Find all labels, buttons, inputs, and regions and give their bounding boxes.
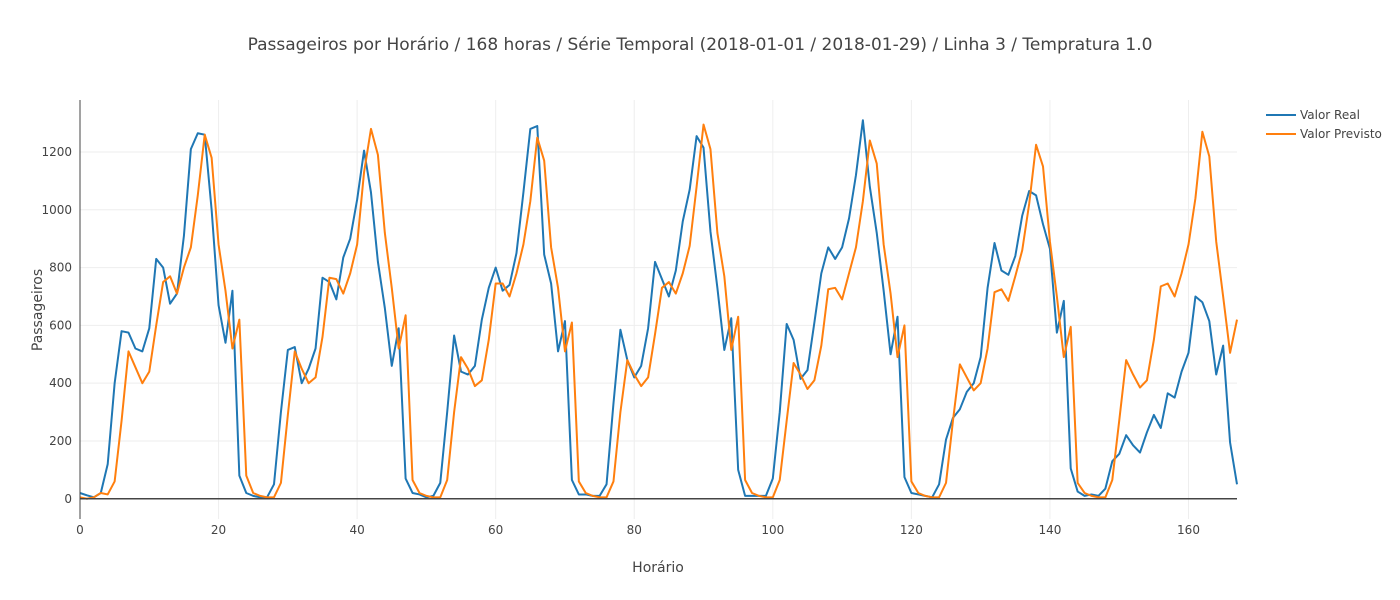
plot-area [79, 119, 1238, 500]
y-tick-label: 1200 [41, 145, 72, 159]
x-tick-label: 100 [761, 523, 784, 537]
x-tick-label: 120 [900, 523, 923, 537]
y-tick-label: 200 [49, 434, 72, 448]
y-tick-label: 0 [64, 492, 72, 506]
legend-label: Valor Previsto [1300, 127, 1382, 141]
x-tick-label: 40 [349, 523, 364, 537]
x-tick-label: 140 [1038, 523, 1061, 537]
series-line-valor-real [79, 119, 1238, 499]
axes: 0 20 40 60 80 100 120 140 160 0 200 400 600 800 1000 12… [41, 100, 1237, 537]
x-tick-label: 80 [627, 523, 642, 537]
y-tick-label: 800 [49, 261, 72, 275]
chart-title: Passageiros por Horário / 168 horas / Sé… [248, 35, 1153, 55]
grid [79, 100, 1237, 519]
y-tick-label: 600 [49, 318, 72, 332]
x-tick-label: 0 [76, 523, 84, 537]
legend-label: Valor Real [1300, 108, 1360, 122]
x-tick-label: 160 [1177, 523, 1200, 537]
y-tick-label: 400 [49, 376, 72, 390]
x-axis-title: Horário [632, 560, 684, 576]
legend-item[interactable]: Valor Previsto [1266, 127, 1382, 141]
y-tick-label: 1000 [41, 203, 72, 217]
series-line-valor-previsto [79, 123, 1238, 500]
x-tick-label: 20 [211, 523, 226, 537]
x-tick-label: 60 [488, 523, 503, 537]
legend[interactable]: Valor Real Valor Previsto [1266, 108, 1382, 141]
legend-item[interactable]: Valor Real [1266, 108, 1360, 122]
y-axis-title: Passageiros [30, 269, 46, 351]
